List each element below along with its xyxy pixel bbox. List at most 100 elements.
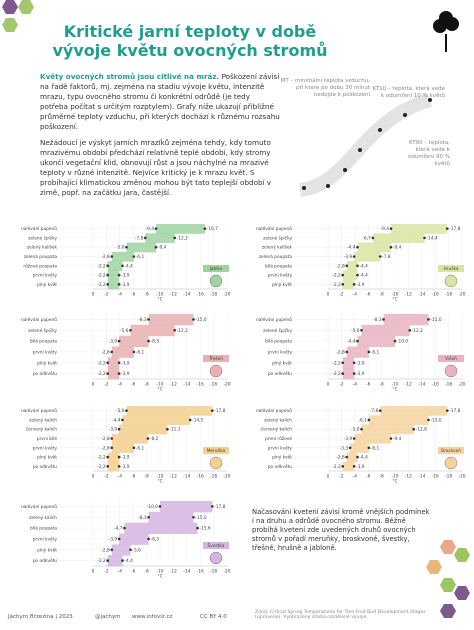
kt10-dot <box>341 372 345 375</box>
x-tick-label: -12 <box>405 292 412 298</box>
kt90-label: -9,4 <box>158 245 167 251</box>
kt90-dot <box>117 372 121 375</box>
kt90-label: -4,4 <box>124 558 133 564</box>
stage-label: zelený kalíšek <box>262 244 293 251</box>
range-band <box>107 555 123 567</box>
range-band <box>342 357 355 369</box>
kt10-label: -3,9 <box>109 339 118 345</box>
stage-label: nalévání pupenů <box>256 316 292 323</box>
stage-label: plný květ <box>37 454 57 461</box>
kt90-label: -14,5 <box>192 417 203 423</box>
stage-label: první květy <box>33 272 58 279</box>
x-tick-label: -14 <box>418 292 425 298</box>
range-band <box>342 461 355 472</box>
stage-label: bílá poupata <box>30 338 57 345</box>
x-tick-label: -20 <box>223 474 230 480</box>
title: Kritické jarní teploty v době vývoje kvě… <box>52 22 328 60</box>
kt90-dot <box>352 283 356 286</box>
kt10-dot <box>121 418 124 422</box>
kt90-dot <box>192 318 195 321</box>
kt90-label: -12,2 <box>412 328 423 334</box>
x-tick-label: -2 <box>339 474 344 480</box>
kt10-dot <box>360 328 363 332</box>
stage-label: první květy <box>268 272 293 279</box>
kt90-dot <box>188 418 192 422</box>
x-tick-label: -18 <box>445 292 452 298</box>
kt90-label: -15,0 <box>431 417 442 423</box>
stage-label: nalévání pupenů <box>21 316 57 323</box>
range-band <box>119 424 168 435</box>
range-band <box>346 452 358 463</box>
x-tick-label: -18 <box>210 292 217 298</box>
x-axis-label: °C <box>392 479 397 485</box>
kt90-dot <box>173 236 177 240</box>
kt90-label: -6,1 <box>371 445 380 451</box>
kt90-dot <box>356 273 359 277</box>
range-band <box>107 461 120 472</box>
x-tick-label: -2 <box>339 382 344 388</box>
stage-label: první bílé <box>37 435 57 442</box>
range-band <box>148 511 194 524</box>
kt10-dot <box>341 361 345 365</box>
kt90-dot <box>196 526 199 530</box>
x-tick-label: -4 <box>353 382 358 388</box>
stage-label: první květy <box>33 444 58 451</box>
range-band <box>361 424 414 435</box>
kt90-label: -17,8 <box>214 504 225 510</box>
stage-label: růžová poupata <box>23 262 57 269</box>
x-tick-label: -20 <box>223 292 230 298</box>
stage-label: nalévání pupenů <box>21 503 57 510</box>
x-tick-label: -8 <box>144 474 149 480</box>
x-axis-label: °C <box>392 387 397 393</box>
x-tick-label: -8 <box>144 569 149 575</box>
range-band <box>130 324 175 337</box>
x-tick-label: -4 <box>118 474 123 480</box>
kt90-dot <box>427 418 430 422</box>
kt90-label: -12,2 <box>177 235 188 241</box>
stage-label: plný květ <box>272 454 292 461</box>
range-band <box>357 335 395 347</box>
x-tick-label: 0 <box>327 474 330 480</box>
x-tick-label: -6 <box>366 474 371 480</box>
kt90-label: -6,1 <box>371 349 380 355</box>
x-tick-label: -8 <box>144 292 149 298</box>
kt90-dot <box>166 427 169 431</box>
kt90-dot <box>147 537 150 541</box>
kt10-label: -2,2 <box>97 282 106 288</box>
kt90-dot <box>121 559 124 562</box>
kt90-label: -6,1 <box>136 445 145 451</box>
kt10-label: -2,2 <box>97 455 106 461</box>
stage-label: červený kalich <box>261 426 292 433</box>
kt90-dot <box>146 437 150 440</box>
kt10-label: -5,6 <box>120 328 129 334</box>
range-band <box>107 368 120 380</box>
x-tick-label: -12 <box>170 292 177 298</box>
stage-label: nalévání pupenů <box>256 407 292 414</box>
kt10-label: -9,4 <box>146 226 155 232</box>
kt90-dot <box>352 361 356 365</box>
kt10-dot <box>106 283 110 286</box>
range-band <box>354 433 391 444</box>
kt90-dot <box>393 339 397 343</box>
kt90-dot <box>408 328 412 332</box>
footer-author: Jáchym Brzezina | 2023 <box>8 614 73 620</box>
kt10-label: -2,8 <box>336 455 345 461</box>
x-tick-label: 0 <box>92 569 95 575</box>
kt90-label: -8,3 <box>151 536 160 542</box>
kt10-dot <box>125 245 128 249</box>
kt90-label: -15,0 <box>431 317 442 323</box>
stage-label: plný květ <box>37 359 57 366</box>
range-band <box>126 242 156 253</box>
x-tick-label: -10 <box>156 292 163 298</box>
x-tick-label: -18 <box>210 474 217 480</box>
range-band <box>111 433 148 444</box>
stage-label: plný květ <box>37 281 57 288</box>
kt10-dot <box>106 465 110 468</box>
kt10-label: -5,0 <box>351 427 360 433</box>
kt90-dot <box>117 273 121 277</box>
kt10-label: -5,0 <box>116 245 125 251</box>
kt90-label: -7,8 <box>382 254 391 260</box>
name-box <box>438 265 464 272</box>
stage-label: zelený kalíšek <box>27 244 58 251</box>
kt90-dot <box>445 227 449 230</box>
